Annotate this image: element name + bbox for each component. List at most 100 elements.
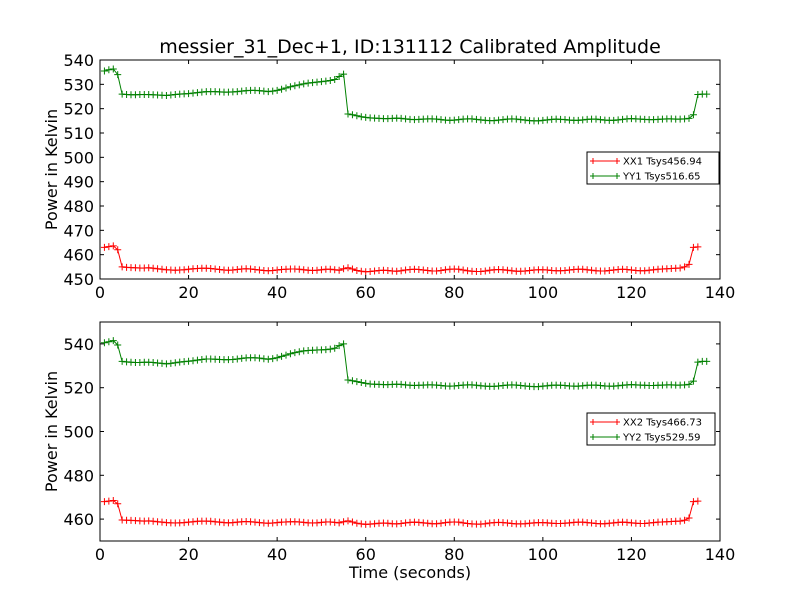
data-point-marker bbox=[340, 265, 348, 273]
data-point-marker bbox=[114, 71, 122, 79]
data-point-marker bbox=[481, 267, 489, 275]
data-point-marker bbox=[255, 354, 263, 362]
x-tick-label: 140 bbox=[705, 545, 736, 564]
legend-marker bbox=[590, 158, 596, 164]
data-point-marker bbox=[286, 350, 294, 358]
series-1-2 bbox=[100, 65, 711, 125]
series-1-1 bbox=[100, 242, 702, 276]
y-tick-label: 460 bbox=[63, 246, 94, 265]
legend-marker bbox=[614, 434, 620, 440]
data-point-marker bbox=[681, 516, 689, 524]
data-point-marker bbox=[685, 114, 693, 122]
x-tick-label: 60 bbox=[356, 545, 376, 564]
plot-frame bbox=[99, 59, 721, 280]
x-tick-label: 140 bbox=[705, 283, 736, 302]
data-point-marker bbox=[171, 359, 179, 367]
x-tick-label: 40 bbox=[267, 545, 287, 564]
data-point-marker bbox=[109, 337, 117, 345]
x-tick-label: 80 bbox=[444, 283, 464, 302]
legend-label: XX2 Tsys466.73 bbox=[623, 418, 702, 429]
x-tick-label: 120 bbox=[616, 283, 647, 302]
data-point-marker bbox=[689, 111, 697, 119]
legend-label: XX1 Tsys456.94 bbox=[623, 157, 702, 168]
panel-1: 0 20 40 60 80 100 120 140 450 460 470 480 490 500 510 5… bbox=[42, 51, 735, 302]
legend-marker bbox=[590, 419, 596, 425]
data-point-marker bbox=[397, 519, 405, 527]
data-point-marker bbox=[685, 260, 693, 268]
data-point-marker bbox=[685, 514, 693, 522]
data-point-marker bbox=[348, 265, 356, 273]
x-tick-label: 40 bbox=[267, 283, 287, 302]
data-point-marker bbox=[278, 352, 286, 360]
legend-marker bbox=[614, 173, 620, 179]
legend-marker bbox=[614, 419, 620, 425]
data-point-marker bbox=[353, 378, 361, 386]
data-point-marker bbox=[193, 356, 201, 364]
data-point-marker bbox=[340, 518, 348, 526]
data-point-marker bbox=[331, 344, 339, 352]
data-point-marker bbox=[282, 84, 290, 92]
y-tick-label: 540 bbox=[63, 335, 94, 354]
data-point-marker bbox=[282, 351, 290, 359]
data-point-marker bbox=[105, 243, 113, 251]
y-tick-label: 460 bbox=[63, 510, 94, 529]
y-tick-label: 450 bbox=[63, 270, 94, 289]
data-point-marker bbox=[295, 81, 303, 89]
data-point-marker bbox=[326, 345, 334, 353]
legend: XX1 Tsys456.94 YY1 Tsys516.65 bbox=[586, 151, 720, 185]
data-point-marker bbox=[348, 377, 356, 385]
data-point-marker bbox=[109, 496, 117, 504]
data-point-marker bbox=[437, 266, 445, 274]
y-tick-label: 490 bbox=[63, 173, 94, 192]
y-tick-label: 480 bbox=[63, 466, 94, 485]
data-point-marker bbox=[114, 500, 122, 508]
data-point-marker bbox=[269, 87, 277, 95]
data-point-marker bbox=[322, 77, 330, 85]
data-point-marker bbox=[340, 70, 348, 78]
y-tick-label: 470 bbox=[63, 221, 94, 240]
legend: XX2 Tsys466.73 YY2 Tsys529.59 bbox=[586, 412, 716, 446]
data-point-marker bbox=[286, 83, 294, 91]
y-tick-label: 500 bbox=[63, 148, 94, 167]
data-point-marker bbox=[353, 519, 361, 527]
data-point-marker bbox=[105, 66, 113, 74]
data-point-marker bbox=[167, 359, 175, 367]
data-point-marker bbox=[189, 357, 197, 365]
data-point-marker bbox=[344, 110, 352, 118]
data-point-marker bbox=[685, 380, 693, 388]
y-axis-label: Power in Kelvin bbox=[42, 109, 61, 230]
data-point-marker bbox=[694, 243, 702, 251]
data-point-marker bbox=[357, 113, 365, 121]
data-point-marker bbox=[344, 376, 352, 384]
data-point-marker bbox=[481, 520, 489, 528]
data-point-marker bbox=[264, 355, 272, 363]
x-tick-label: 0 bbox=[95, 545, 105, 564]
y-tick-label: 530 bbox=[63, 75, 94, 94]
legend-label: YY2 Tsys529.59 bbox=[622, 433, 701, 444]
data-point-marker bbox=[344, 517, 352, 525]
data-point-marker bbox=[455, 265, 463, 273]
data-point-marker bbox=[100, 243, 108, 251]
y-tick-label: 480 bbox=[63, 197, 94, 216]
data-point-marker bbox=[694, 497, 702, 505]
x-tick-label: 100 bbox=[528, 283, 559, 302]
data-point-marker bbox=[109, 65, 117, 73]
legend-box bbox=[586, 412, 716, 446]
panels-group: 0 20 40 60 80 100 120 140 450 460 470 480 490 500 510 5… bbox=[42, 51, 735, 564]
data-point-marker bbox=[291, 82, 299, 90]
data-point-marker bbox=[459, 519, 467, 527]
data-point-marker bbox=[100, 339, 108, 347]
y-tick-label: 540 bbox=[63, 51, 94, 70]
x-tick-label: 60 bbox=[356, 283, 376, 302]
data-point-marker bbox=[694, 358, 702, 366]
data-point-marker bbox=[340, 340, 348, 348]
x-tick-label: 20 bbox=[178, 545, 198, 564]
data-point-marker bbox=[676, 264, 684, 272]
data-point-marker bbox=[348, 111, 356, 119]
x-tick-label: 100 bbox=[528, 545, 559, 564]
data-point-marker bbox=[703, 357, 711, 365]
y-tick-label: 520 bbox=[63, 100, 94, 119]
